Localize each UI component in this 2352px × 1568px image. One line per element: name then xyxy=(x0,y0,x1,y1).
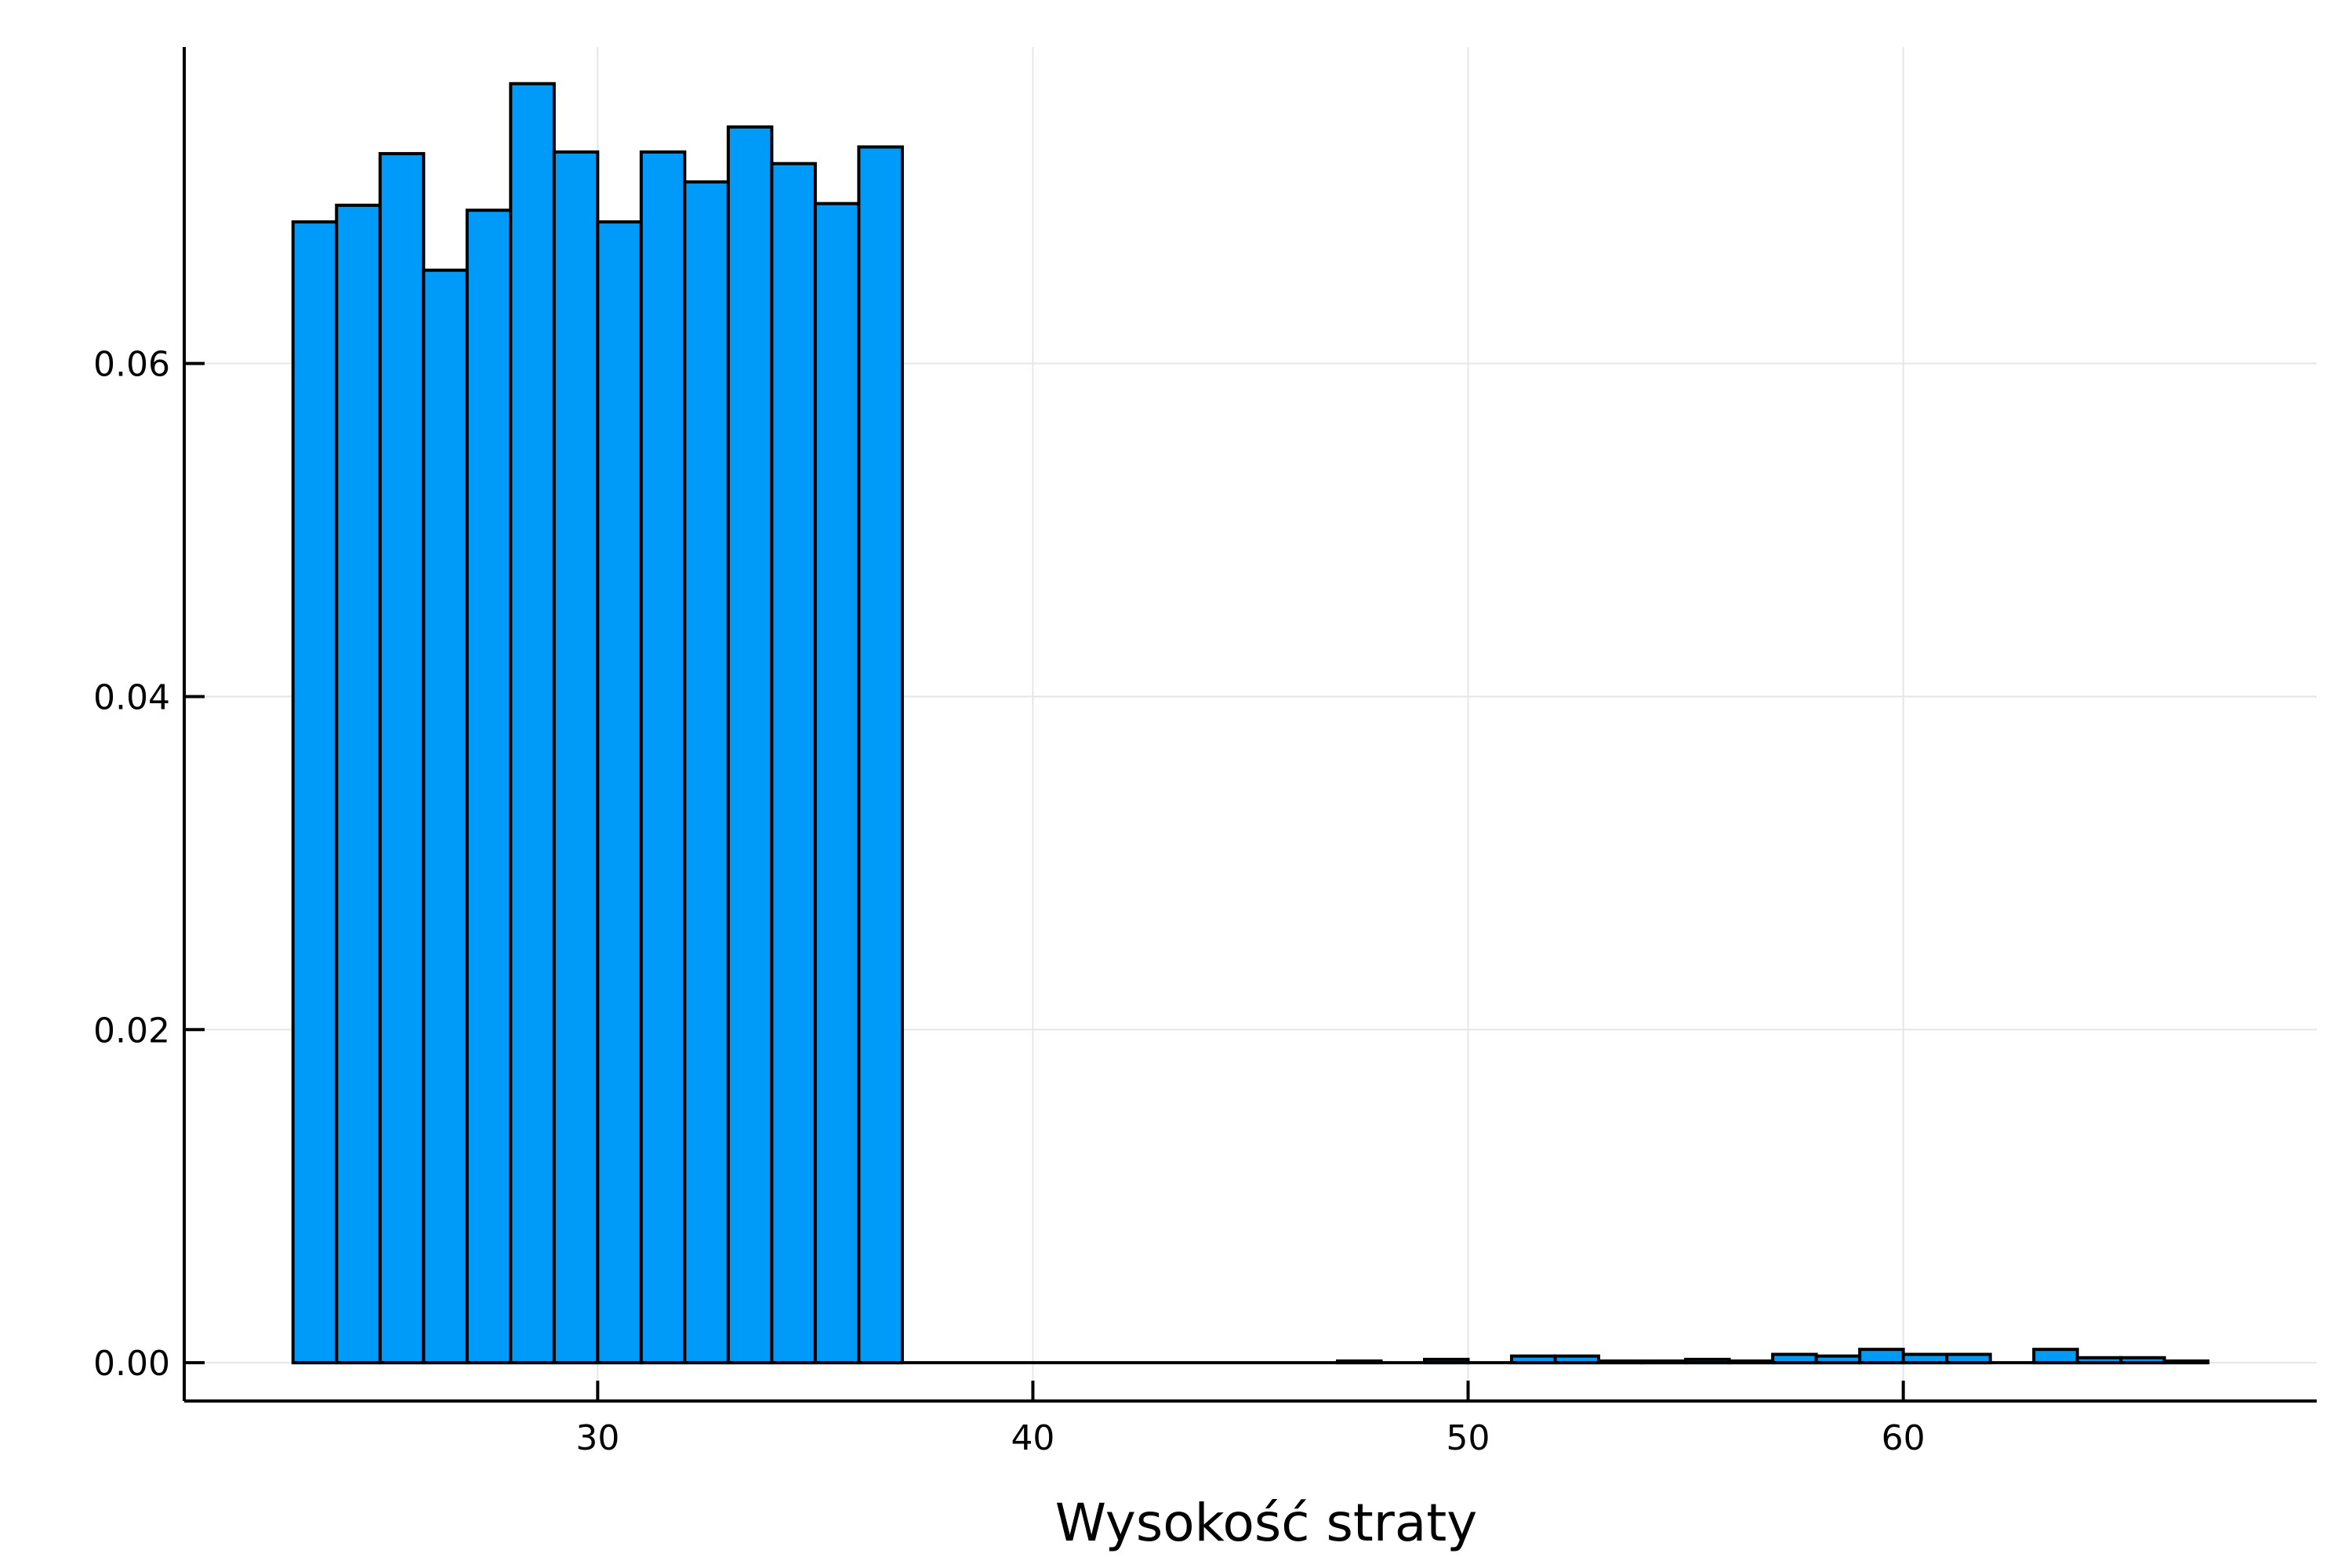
histogram-bar xyxy=(770,162,817,1365)
x-tick-label: 30 xyxy=(575,1418,619,1458)
histogram-bar xyxy=(639,150,687,1365)
histogram-bar xyxy=(291,220,339,1365)
histogram-bar xyxy=(813,201,861,1365)
histogram-bar xyxy=(422,268,469,1365)
y-axis-ticks: 0.00 0.02 0.04 0.06 xyxy=(93,345,205,1384)
histogram-bar xyxy=(509,82,556,1365)
x-tick-label: 60 xyxy=(1882,1418,1926,1458)
histogram-bar xyxy=(596,220,643,1365)
histogram-bars xyxy=(291,82,2210,1365)
histogram-bar xyxy=(335,203,382,1365)
x-tick-label: 50 xyxy=(1446,1418,1490,1458)
x-axis-ticks: 30 40 50 60 xyxy=(575,1381,1926,1458)
y-tick-label: 0.00 xyxy=(93,1344,170,1384)
y-tick-label: 0.06 xyxy=(93,345,170,385)
x-tick-label: 40 xyxy=(1011,1418,1054,1458)
y-tick-label: 0.04 xyxy=(93,677,170,717)
histogram-bar xyxy=(378,151,426,1365)
histogram-bar xyxy=(2032,1348,2079,1365)
histogram-bar xyxy=(683,180,730,1365)
histogram-bar xyxy=(1858,1348,1905,1365)
axes xyxy=(183,47,2317,1403)
histogram-bar xyxy=(857,145,904,1365)
x-axis-title: Wysokość straty xyxy=(1055,1493,1478,1553)
y-tick-label: 0.02 xyxy=(93,1011,170,1051)
histogram-bar xyxy=(726,125,774,1365)
histogram-bar xyxy=(552,150,600,1365)
histogram-bar xyxy=(465,209,513,1365)
